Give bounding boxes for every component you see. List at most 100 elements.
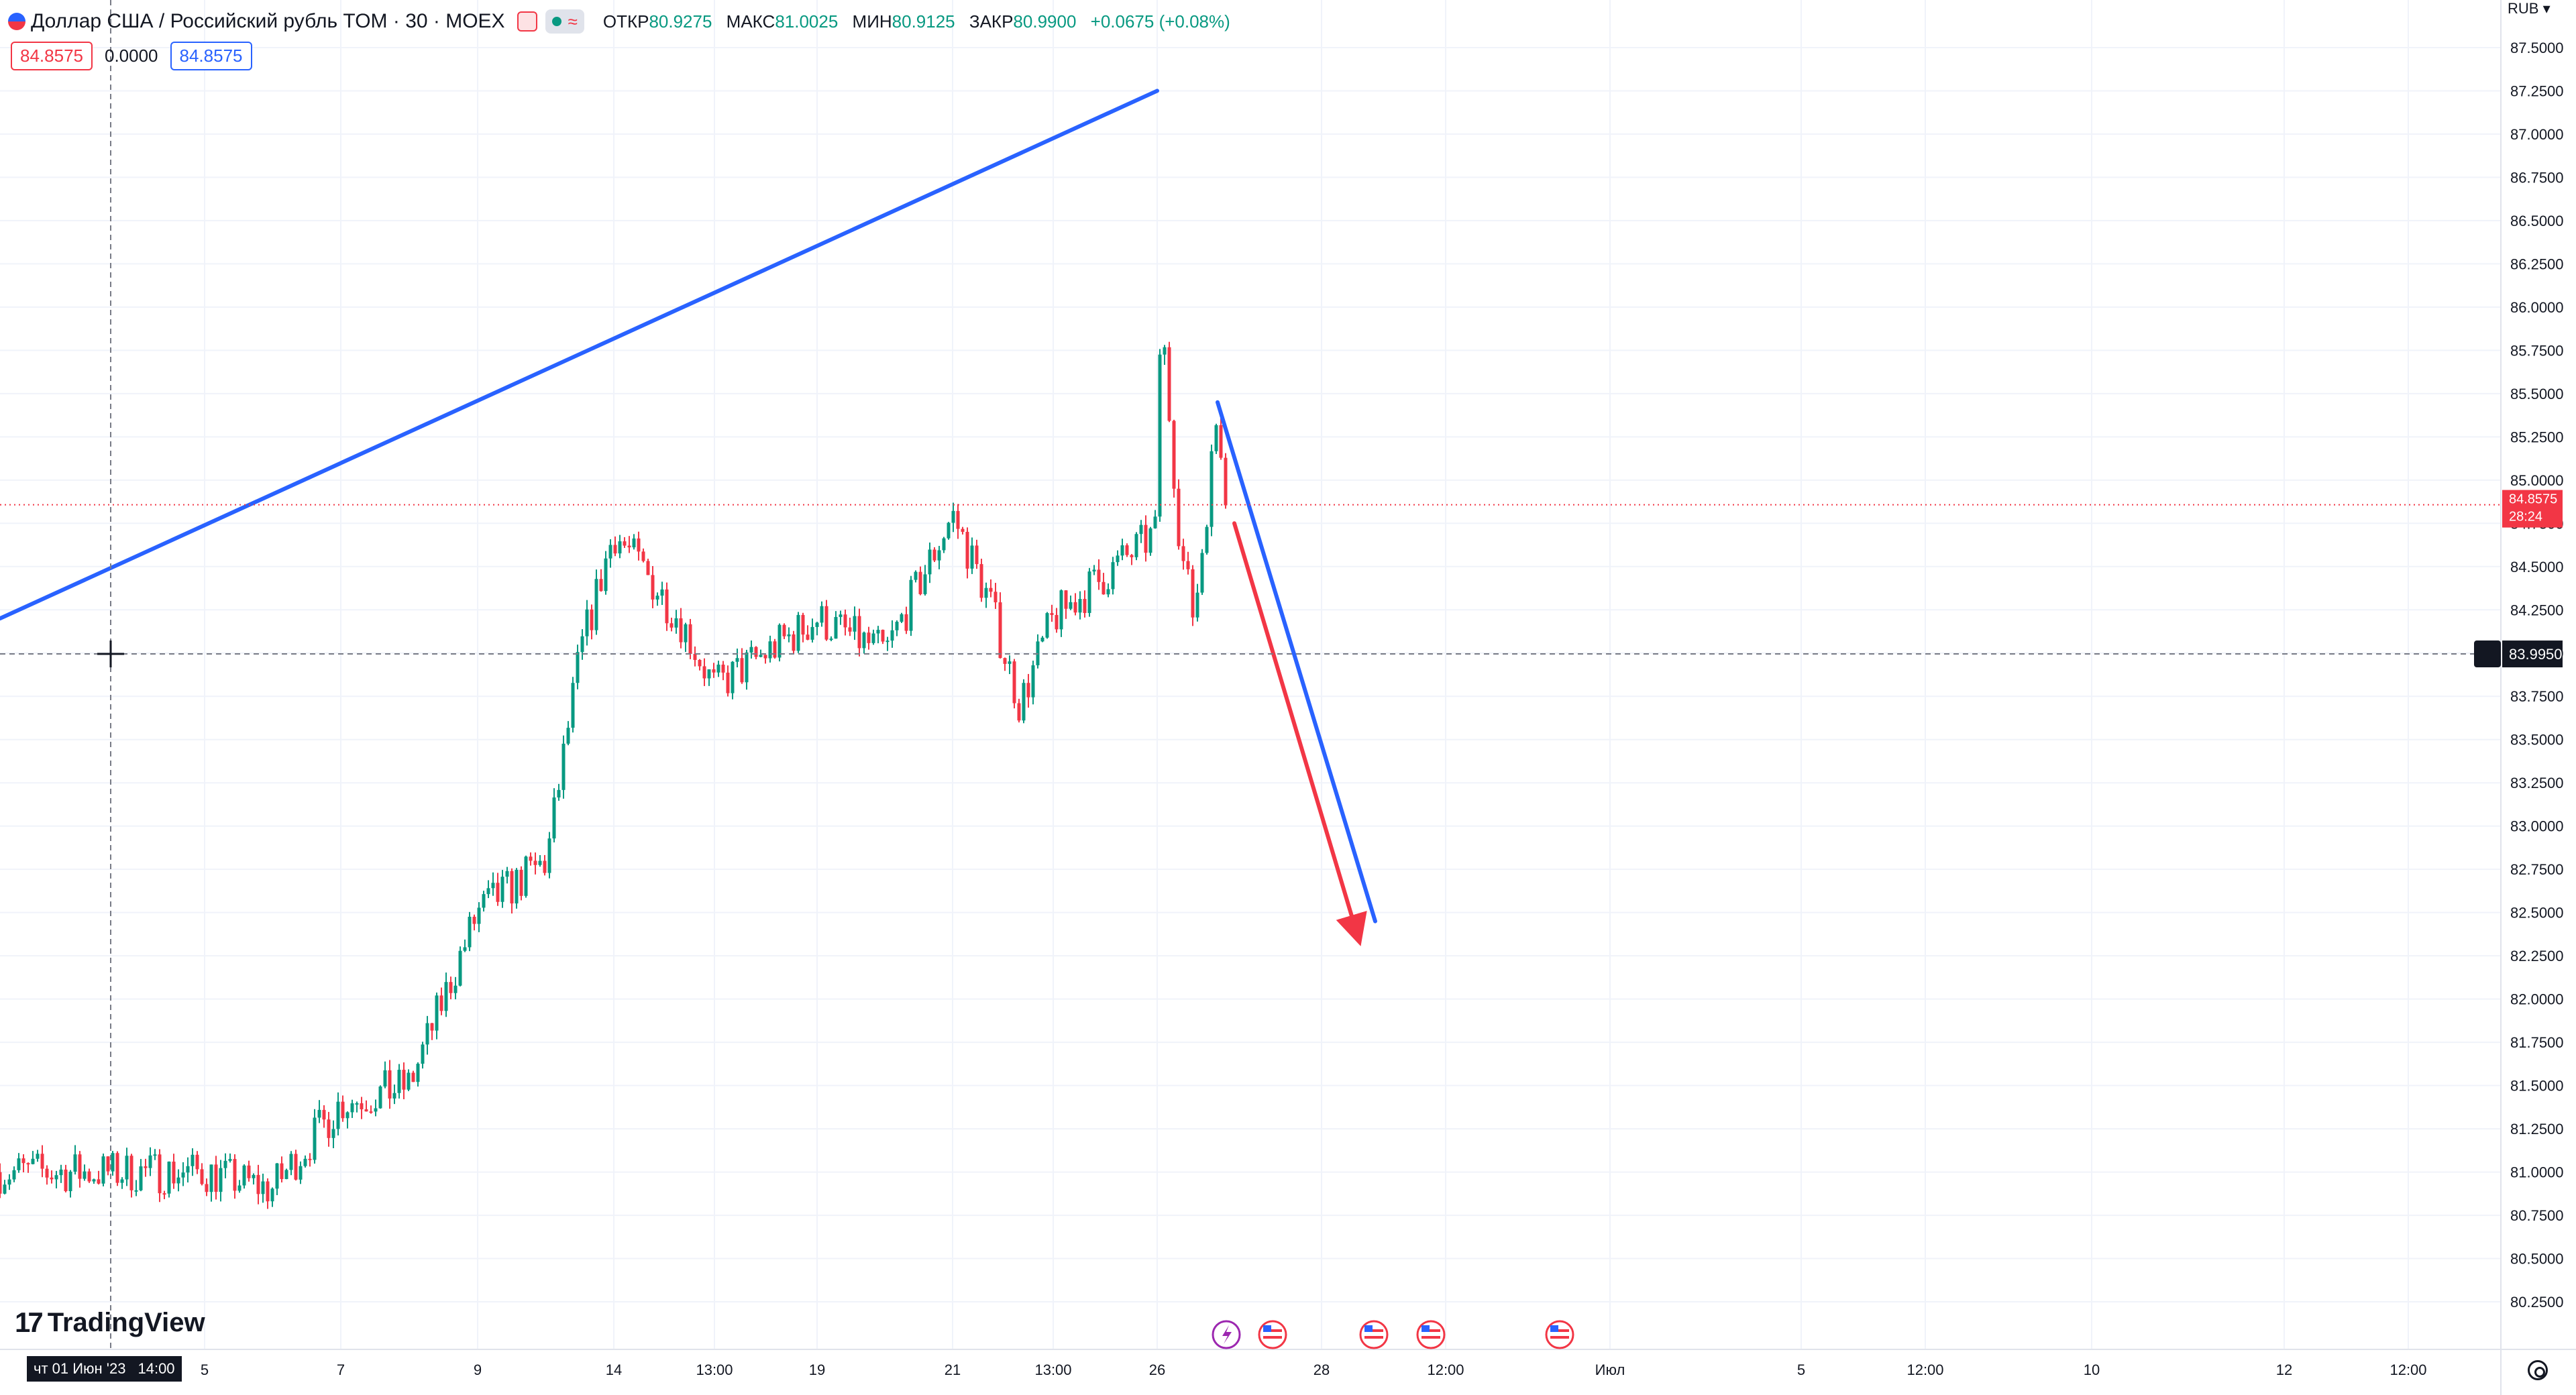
tv-logo-icon: 17 bbox=[15, 1306, 44, 1338]
x-tick-label: 13:00 bbox=[1034, 1361, 1071, 1378]
candle-body bbox=[820, 606, 824, 623]
candle-body bbox=[998, 602, 1002, 659]
candle-body bbox=[947, 522, 951, 539]
candle-body bbox=[303, 1158, 307, 1166]
candle-body bbox=[749, 647, 753, 653]
candle-body bbox=[209, 1164, 213, 1192]
candle-body bbox=[824, 606, 828, 640]
candle-body bbox=[1040, 637, 1044, 642]
y-tick-label: 80.2500 bbox=[2510, 1294, 2564, 1310]
candle-body bbox=[1158, 354, 1162, 517]
candle-body bbox=[1130, 555, 1134, 557]
y-tick-label: 85.0000 bbox=[2510, 472, 2564, 489]
candle-body bbox=[284, 1170, 288, 1180]
candle-body bbox=[214, 1164, 218, 1192]
candle-body bbox=[576, 652, 580, 683]
candle-body bbox=[806, 634, 810, 640]
candle-body bbox=[867, 632, 871, 643]
trend-line bbox=[1216, 400, 1377, 924]
candle-body bbox=[1102, 581, 1106, 595]
x-tick-label: 12:00 bbox=[1907, 1361, 1943, 1378]
candle-body bbox=[172, 1162, 176, 1184]
candle-body bbox=[191, 1154, 195, 1166]
candle-body bbox=[796, 614, 800, 651]
candle-body bbox=[674, 618, 678, 628]
candle-body bbox=[1055, 614, 1059, 630]
candle-body bbox=[1073, 602, 1077, 613]
candle-body bbox=[54, 1175, 58, 1180]
candle-body bbox=[984, 588, 988, 598]
x-tick-label: 12:00 bbox=[2390, 1361, 2426, 1378]
candle-body bbox=[195, 1154, 199, 1170]
wave-icon: ≈ bbox=[568, 11, 578, 32]
candle-body bbox=[923, 574, 927, 594]
y-tick-label: 82.7500 bbox=[2510, 861, 2564, 878]
candle-body bbox=[1186, 561, 1190, 569]
candle-body bbox=[665, 589, 669, 624]
candle-body bbox=[1059, 590, 1063, 630]
candle-body bbox=[1200, 553, 1204, 593]
x-tick-label: 19 bbox=[809, 1361, 825, 1378]
candle-body bbox=[1017, 703, 1021, 721]
candle-body bbox=[1003, 658, 1007, 664]
candle-body bbox=[496, 883, 500, 902]
y-tick-label: 82.0000 bbox=[2510, 991, 2564, 1008]
symbol-title[interactable]: Доллар США / Российский рубль TOM · 30 ·… bbox=[31, 10, 505, 32]
candle-body bbox=[345, 1112, 350, 1119]
y-tick-label: 86.5000 bbox=[2510, 213, 2564, 229]
candle-body bbox=[425, 1023, 429, 1045]
candle-body bbox=[731, 661, 735, 693]
x-tick-label: Июл bbox=[1595, 1361, 1625, 1378]
candle-body bbox=[383, 1070, 387, 1087]
ask-price-box[interactable]: 84.8575 bbox=[170, 42, 252, 70]
candle-body bbox=[716, 664, 720, 673]
x-tick-label: 26 bbox=[1149, 1361, 1165, 1378]
candle-body bbox=[651, 575, 655, 600]
candle-body bbox=[463, 947, 467, 951]
candle-body bbox=[655, 596, 659, 600]
candle-body bbox=[1069, 602, 1073, 609]
candle-body bbox=[449, 982, 453, 993]
currency-selector[interactable]: RUB ▾ bbox=[2508, 0, 2551, 17]
candle-body bbox=[1205, 526, 1209, 553]
candle-body bbox=[754, 647, 758, 657]
candle-body bbox=[580, 636, 584, 653]
y-tick-label: 83.7500 bbox=[2510, 688, 2564, 705]
candle-body bbox=[336, 1101, 340, 1129]
candle-body bbox=[439, 995, 443, 1011]
y-tick-label: 80.5000 bbox=[2510, 1251, 2564, 1268]
candle-body bbox=[200, 1169, 204, 1184]
candle-body bbox=[768, 641, 772, 659]
y-tick-label: 86.2500 bbox=[2510, 256, 2564, 272]
candle-body bbox=[904, 614, 908, 631]
candle-body bbox=[698, 659, 702, 667]
candle-body bbox=[538, 860, 542, 865]
candle-body bbox=[364, 1109, 368, 1112]
candle-body bbox=[1181, 546, 1185, 561]
candle-body bbox=[1177, 488, 1181, 547]
bid-price-box[interactable]: 84.8575 bbox=[11, 42, 93, 70]
candle-body bbox=[1153, 516, 1157, 528]
candle-body bbox=[547, 838, 551, 873]
market-status-icon bbox=[517, 11, 537, 32]
candle-body bbox=[1219, 425, 1223, 458]
candle-body bbox=[839, 614, 843, 617]
candle-body bbox=[895, 622, 899, 630]
candle-body bbox=[1139, 524, 1143, 535]
candle-body bbox=[134, 1190, 138, 1192]
candle-body bbox=[299, 1166, 303, 1180]
settings-gear-icon[interactable] bbox=[2528, 1360, 2548, 1380]
x-tick-label: 10 bbox=[2084, 1361, 2100, 1378]
y-tick-label: 81.7500 bbox=[2510, 1034, 2564, 1051]
candle-body bbox=[961, 528, 965, 532]
drawings-layer bbox=[0, 89, 1377, 946]
candle-body bbox=[862, 632, 866, 649]
candle-body bbox=[552, 797, 556, 839]
candle-body bbox=[1008, 661, 1012, 664]
status-pill[interactable]: ≈ bbox=[545, 9, 584, 34]
candle-body bbox=[392, 1093, 396, 1099]
candle-body bbox=[505, 871, 509, 877]
candle-body bbox=[801, 614, 805, 635]
candle-body bbox=[1167, 347, 1171, 421]
